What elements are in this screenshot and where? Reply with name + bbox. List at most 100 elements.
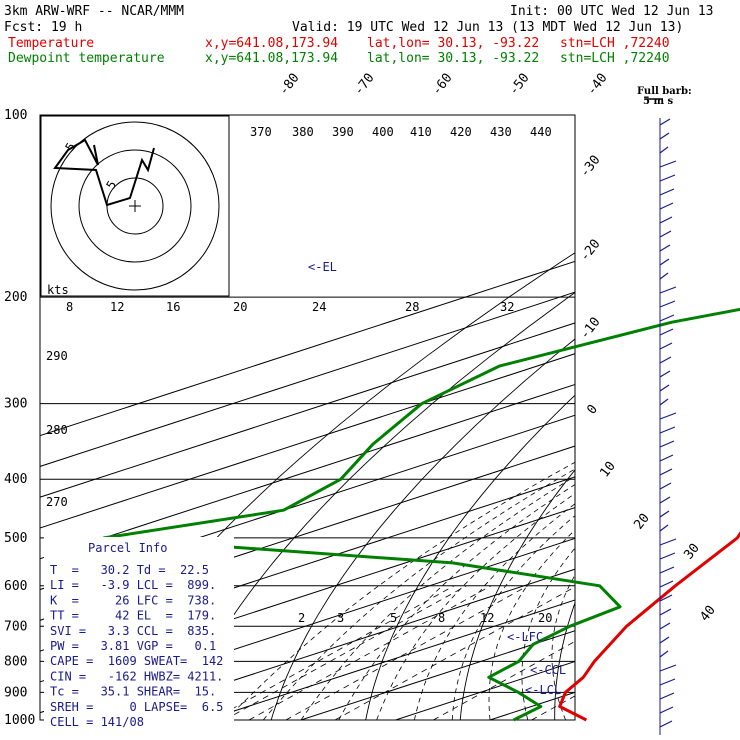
wind-barb [659,580,674,588]
parcel-info-row: LI = -3.9 LCL = 899. [50,578,216,592]
dry-adiabat [647,115,740,720]
parcel-info-row: PW = 3.81 VGP = 0.1 [50,639,216,653]
mixing-ratio-label-24: 24 [312,300,326,314]
wind-barb [659,482,672,490]
temp-station: stn=LCH ,72240 [560,36,670,51]
wind-barb [659,160,677,168]
parcel-info-row: K = 26 LFC = 738. [50,593,216,607]
wind-barb [659,692,675,700]
wind-barb [659,636,670,644]
isotherm-label--30: -30 [577,153,603,181]
pressure-label-900: 900 [4,685,27,700]
theta-label-390: 390 [332,125,354,139]
wind-barb [659,706,674,714]
level-marker: <-LFC [507,630,543,644]
mixing-ratio-label-28: 28 [405,300,419,314]
dewpoint-line [102,307,740,722]
isotherm-label--10: -10 [577,315,603,343]
mixing-ratio-label-32: 32 [500,300,514,314]
valid-time: Valid: 19 UTC Wed 12 Jun 13 (13 MDT Wed … [292,20,683,35]
wind-barb [659,664,677,672]
model-title: 3km ARW-WRF -- NCAR/MMM [4,4,184,19]
isotherm-label--20: -20 [577,237,603,265]
dew-latlon: lat,lon= 30.13, -93.22 [367,51,539,66]
isotherm [110,568,575,720]
wind-barb [659,594,673,602]
theta-label-430: 430 [490,125,512,139]
mixing-ratio-lower-8: 8 [438,611,445,625]
parcel-info-row: SREH = 0 LAPSE= 6.5 [50,700,223,714]
mixing-ratio-line [248,585,492,720]
isotherm-label--80: -80 [276,71,302,99]
hodograph-ring [50,121,220,291]
moist-adiabat [376,493,575,720]
isotherm-label--50: -50 [506,71,532,99]
wind-barb [659,118,671,126]
barb-legend-title: Full barb: [637,86,692,97]
wind-barb [659,258,670,266]
wind-barb [659,272,669,280]
isotherm-label-40: 40 [697,603,718,625]
mixing-ratio-label-20: 20 [233,300,247,314]
wind-barb [659,384,670,392]
hodograph-ring [78,149,192,263]
pressure-label-400: 400 [4,472,27,487]
mixing-ratio-line [224,585,467,720]
isotherm [640,87,740,733]
pressure-label-500: 500 [4,531,27,546]
pressure-label-800: 800 [4,654,27,669]
isotherm [40,353,575,529]
mixing-ratio-line [285,585,529,720]
forecast-hour: Fcst: 19 h [4,20,82,35]
level-marker: <-CCL [530,663,566,677]
mixing-ratio-lower-3: 3 [337,611,344,625]
isotherm-label--40: -40 [584,71,610,99]
wind-barb [659,678,676,686]
moist-adiabat [488,529,575,720]
theta-label-370: 370 [250,125,272,139]
parcel-info-row: TT = 42 EL = 179. [50,609,216,623]
wind-barb [659,174,676,182]
wind-barb [659,454,674,462]
parcel-info-row: Tc = 35.1 SHEAR= 15. [50,685,216,699]
wind-barb [659,342,673,350]
isotherm [40,383,575,560]
dew-station: stn=LCH ,72240 [560,51,670,66]
wind-barb [659,538,677,546]
level-marker: <-LCL [525,683,561,697]
isotherm-label-30: 30 [681,541,702,563]
mixing-ratio-line [211,585,455,720]
dewpoint-legend: Dewpoint temperature [8,51,165,66]
parcel-info-row: CIN = -162 HWBZ= 4211. [50,669,223,683]
isotherm-label-10: 10 [597,459,618,481]
temperature-line [558,531,740,722]
wind-barb [659,510,670,518]
mixing-ratio-lower-5: 5 [390,611,397,625]
theta-side-label-280: 280 [46,423,68,437]
wind-barb [659,608,672,616]
theta-label-380: 380 [292,125,314,139]
wind-barb [659,146,669,154]
dry-adiabat [459,469,575,720]
wind-barb [659,468,673,476]
parcel-info-row: SVI = 3.3 CCL = 835. [50,624,216,638]
isotherm [40,291,575,467]
mixing-ratio-lower-12: 12 [480,611,494,625]
wind-barb [659,356,672,364]
pressure-label-700: 700 [4,619,27,634]
level-marker: <-EL [308,260,337,274]
theta-label-410: 410 [410,125,432,139]
isotherm [545,87,740,733]
mixing-ratio-lower-20: 20 [538,611,552,625]
parcel-info-row: T = 30.2 Td = 22.5 [50,563,209,577]
parcel-info-title: Parcel Info [88,541,167,555]
moist-adiabat [338,484,575,720]
wind-barb [659,552,676,560]
wind-barb [659,650,669,658]
wind-barb [659,720,673,728]
moist-adiabat [225,461,575,720]
hodograph-trace [53,138,155,207]
isotherm [40,322,575,498]
init-time: Init: 00 UTC Wed 12 Jun 13 [510,4,714,19]
